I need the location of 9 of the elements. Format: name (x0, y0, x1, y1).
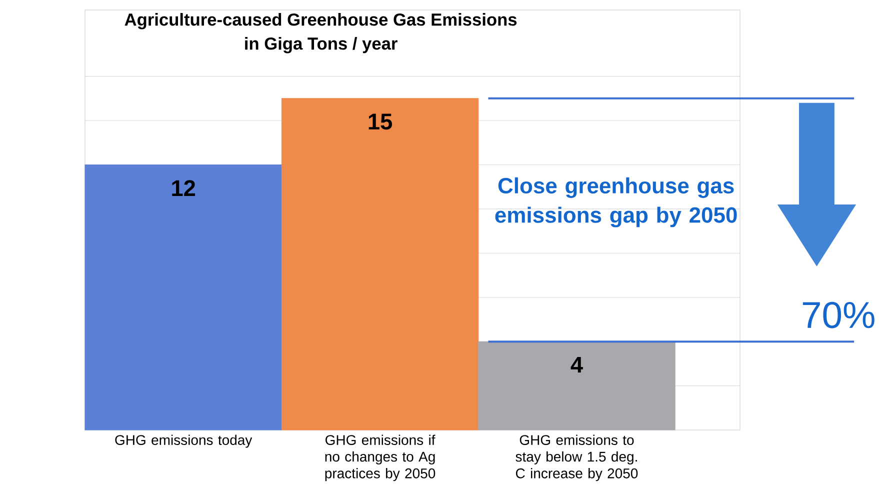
x-tick-label: GHG emissions today (115, 434, 252, 448)
x-tick-label: GHG emissions to stay below 1.5 deg. C increase by 2050 (516, 434, 638, 482)
data-label: 12 (172, 180, 196, 196)
data-label: 15 (368, 114, 392, 130)
data-label: 4 (570, 356, 583, 373)
text: 70% (802, 302, 874, 328)
annotation: Close greenhouse gas emissions gap by 2050 (495, 177, 737, 228)
x-tick-label: GHG emissions if no changes to Ag practices by 2050 (325, 434, 436, 482)
text: Agriculture-caused Greenhouse Gas Emissions in Giga Tons / year (124, 13, 517, 54)
